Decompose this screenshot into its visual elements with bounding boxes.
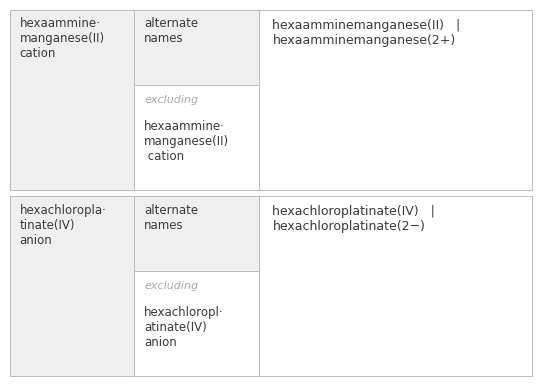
Bar — [134, 85, 259, 190]
Bar — [259, 10, 532, 190]
Text: hexachloropl·
atinate(IV)
anion: hexachloropl· atinate(IV) anion — [144, 306, 224, 349]
Text: hexaammine·
manganese(II)
cation: hexaammine· manganese(II) cation — [20, 17, 105, 60]
Bar — [10, 10, 134, 190]
Text: hexaammine·
manganese(II)
 cation: hexaammine· manganese(II) cation — [144, 120, 229, 163]
Text: hexaamminemanganese(II)   |
hexaamminemanganese(2+): hexaamminemanganese(II) | hexaamminemang… — [272, 19, 461, 47]
Text: excluding: excluding — [144, 95, 198, 105]
Text: hexachloropla·
tinate(IV)
anion: hexachloropla· tinate(IV) anion — [20, 204, 106, 247]
Bar — [259, 196, 532, 376]
Text: hexachloroplatinate(IV)   |
hexachloroplatinate(2−): hexachloroplatinate(IV) | hexachloroplat… — [272, 205, 435, 233]
Bar — [134, 196, 259, 271]
Text: excluding: excluding — [144, 281, 198, 291]
Text: alternate
names: alternate names — [144, 204, 198, 232]
Bar — [10, 196, 134, 376]
Bar — [134, 10, 259, 85]
Bar — [134, 271, 259, 376]
Text: alternate
names: alternate names — [144, 17, 198, 45]
